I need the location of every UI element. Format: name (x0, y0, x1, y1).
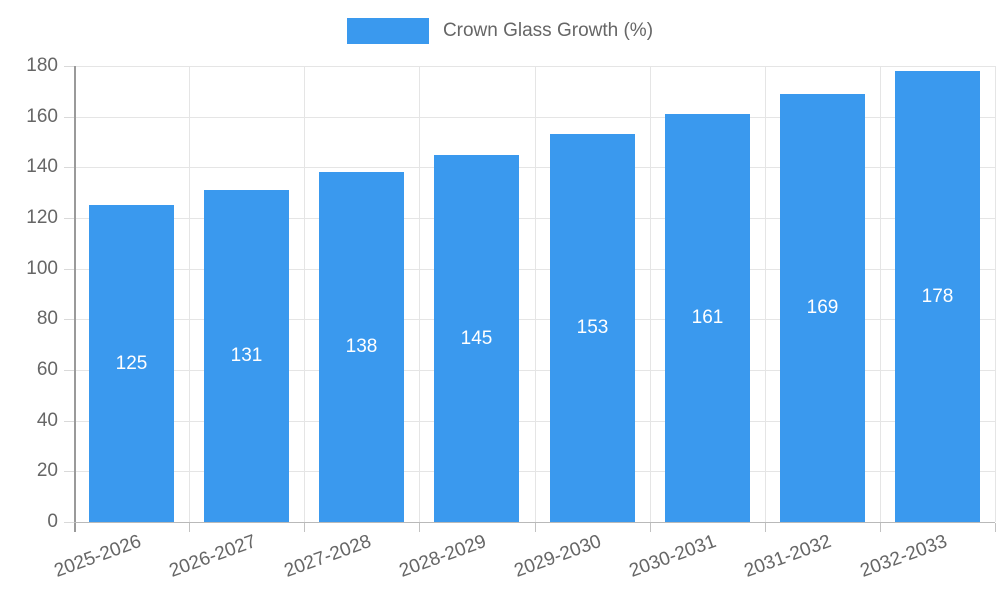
x-tick-label: 2027-2028 (281, 531, 374, 582)
y-tick-label: 180 (26, 55, 58, 76)
bar (895, 71, 980, 522)
x-tick (765, 523, 766, 532)
v-gridline (304, 66, 305, 522)
h-gridline (74, 167, 995, 168)
x-tick-label: 2029-2030 (511, 531, 605, 582)
h-gridline (74, 269, 995, 270)
y-tick (64, 471, 74, 472)
h-gridline (74, 421, 995, 422)
y-tick-label: 160 (26, 106, 58, 127)
y-tick (64, 421, 74, 422)
bar (780, 94, 865, 522)
y-tick (64, 167, 74, 168)
legend-label: Crown Glass Growth (%) (442, 20, 654, 41)
h-gridline (74, 218, 995, 219)
y-tick-label: 80 (36, 308, 58, 329)
y-tick (64, 522, 74, 523)
bar (434, 155, 519, 522)
bar-value-label: 125 (115, 352, 148, 374)
y-tick-label: 100 (26, 258, 58, 279)
bar-value-label: 169 (806, 297, 839, 318)
y-tick-label: 120 (26, 207, 58, 228)
bar (204, 190, 289, 522)
bar (319, 172, 404, 522)
v-gridline (535, 66, 536, 522)
x-tick-label: 2028-2029 (396, 531, 490, 582)
y-tick-label: 40 (36, 410, 58, 431)
y-tick (64, 269, 74, 270)
v-gridline (880, 66, 881, 522)
v-gridline (650, 66, 651, 522)
y-tick-label: 60 (36, 359, 58, 380)
x-tick-label: 2030-2031 (626, 531, 720, 582)
x-tick (880, 523, 881, 532)
bar-value-label: 178 (921, 285, 954, 307)
legend-swatch-icon (346, 18, 429, 44)
y-tick-label: 0 (47, 511, 58, 532)
legend-item[interactable]: Crown Glass Growth (%) (346, 18, 654, 44)
x-tick (189, 523, 190, 532)
x-tick (304, 523, 305, 532)
bar (89, 205, 174, 522)
bar-value-label: 153 (576, 317, 609, 338)
v-gridline (995, 66, 996, 522)
y-tick (64, 370, 74, 371)
h-gridline (74, 471, 995, 472)
bar (665, 114, 750, 522)
h-gridline (74, 66, 995, 67)
x-tick-label: 2026-2027 (166, 531, 259, 582)
chart-legend: Crown Glass Growth (%) (0, 18, 1000, 44)
h-gridline (74, 370, 995, 371)
x-tick (650, 523, 651, 532)
x-tick (419, 523, 420, 532)
h-gridline (74, 117, 995, 118)
v-gridline (765, 66, 766, 522)
x-tick (995, 523, 996, 532)
y-tick (64, 117, 74, 118)
v-gridline (419, 66, 420, 522)
x-tick-label: 2031-2032 (741, 531, 835, 582)
v-gridline (189, 66, 190, 522)
bar-value-label: 138 (345, 336, 378, 357)
y-tick-label: 140 (26, 156, 58, 177)
x-tick-label: 2032-2033 (857, 531, 950, 582)
y-tick (64, 66, 74, 67)
y-axis-line (74, 66, 76, 532)
x-tick-label: 2025-2026 (51, 531, 144, 582)
h-gridline (74, 319, 995, 320)
bar-value-label: 131 (230, 345, 263, 366)
y-tick (64, 218, 74, 219)
y-tick (64, 319, 74, 320)
x-tick (535, 523, 536, 532)
y-tick-label: 20 (36, 460, 58, 481)
x-axis-line (74, 522, 995, 523)
bar (550, 134, 635, 522)
bar-value-label: 161 (691, 307, 724, 328)
bar-value-label: 145 (460, 327, 493, 349)
